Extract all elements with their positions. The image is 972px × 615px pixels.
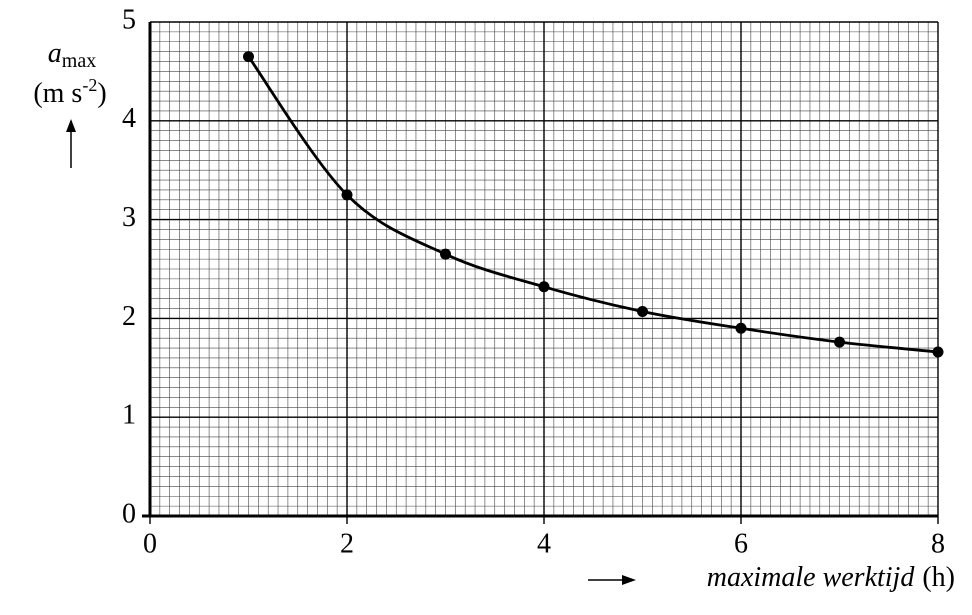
x-tick-label: 8 — [931, 528, 945, 559]
data-point — [932, 346, 944, 358]
y-label-symbol: a — [48, 38, 62, 69]
x-label-unit: (h) — [922, 562, 955, 593]
x-tick-label: 2 — [340, 528, 354, 559]
y-axis-label: amax — [48, 38, 96, 71]
y-tick-label: 1 — [122, 400, 136, 431]
x-arrow — [588, 575, 636, 585]
y-unit-close: ) — [97, 78, 106, 109]
y-tick-label: 3 — [122, 202, 136, 233]
y-unit-power: -2 — [82, 75, 97, 95]
y-unit-base: (m s — [33, 78, 82, 109]
y-axis-unit: (m s-2) — [33, 75, 106, 109]
y-arrow — [66, 119, 76, 168]
data-point — [243, 51, 254, 63]
data-point — [538, 281, 550, 293]
y-tick-label: 4 — [122, 103, 136, 134]
y-label-subscript: max — [62, 50, 96, 72]
x-axis-label: maximale werktijd (h) — [707, 562, 955, 593]
x-tick-label: 0 — [143, 528, 157, 559]
data-point — [341, 189, 353, 201]
data-point — [735, 322, 747, 334]
x-tick-label: 6 — [734, 528, 748, 559]
y-tick-label: 5 — [122, 4, 136, 35]
x-label-text: maximale werktijd — [707, 562, 916, 593]
data-point — [637, 305, 648, 317]
data-point — [440, 248, 451, 260]
data-point — [834, 336, 845, 348]
x-tick-label: 4 — [537, 528, 551, 559]
y-tick-label: 0 — [122, 498, 136, 529]
y-tick-label: 2 — [122, 301, 136, 332]
